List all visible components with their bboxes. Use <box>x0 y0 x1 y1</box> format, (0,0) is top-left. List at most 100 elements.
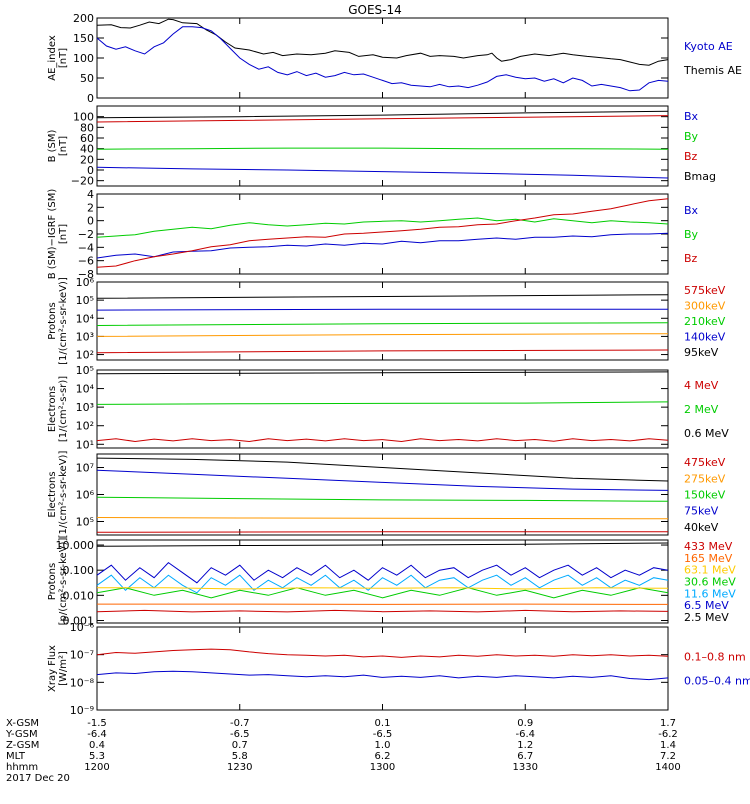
y-tick-label: 200 <box>73 12 94 25</box>
legend-entry: 2 MeV <box>684 403 719 416</box>
footer-date: 2017 Dec 20 <box>6 773 70 784</box>
footer-value: 1.7 <box>660 718 676 729</box>
y-tick-label: −6 <box>78 255 94 268</box>
panel-4: 10²10³10⁴10⁵10⁶Protons[1/(cm²-s-sr-keV)]… <box>47 276 726 365</box>
y-tick-label: 100 <box>73 52 94 65</box>
footer-value: 6.7 <box>517 751 533 762</box>
footer-value: 5.3 <box>89 751 105 762</box>
y-axis-label: [nT] <box>58 224 69 244</box>
y-tick-label: 10⁷ <box>76 462 94 475</box>
chart-title: GOES-14 <box>348 3 402 17</box>
y-tick-label: 10⁻⁷ <box>70 649 94 662</box>
series-line-475kev <box>97 532 668 533</box>
legend-entry: Bz <box>684 150 698 163</box>
y-tick-label: 10¹ <box>76 438 94 451</box>
y-tick-label: 10³ <box>76 401 94 414</box>
y-axis-label: Electrons <box>47 386 58 432</box>
panel-7: 0.0010.0100.10010.000Protons[p/(cm²-s-sr… <box>47 538 736 628</box>
legend-entry: Themis AE <box>683 64 742 77</box>
legend-entry: 40keV <box>684 521 719 534</box>
y-axis-label: [1/(cm²-s-sr)] <box>58 376 69 442</box>
series-line-4-mev <box>97 439 668 442</box>
y-tick-label: 10² <box>76 349 94 362</box>
y-tick-label: 10⁶ <box>76 489 95 502</box>
y-tick-label: 0 <box>87 92 94 105</box>
panel-frame <box>97 454 668 535</box>
series-line-95kev <box>97 295 668 299</box>
footer-row-label: Z-GSM <box>6 740 39 751</box>
series-line-themis-ae <box>97 19 668 65</box>
legend-entry: 75keV <box>684 505 719 518</box>
legend-entry: 275keV <box>684 472 726 485</box>
footer-value: -6.2 <box>658 729 678 740</box>
series-line-kyoto-ae <box>97 27 668 91</box>
series-line-6-5-mev <box>97 563 668 583</box>
series-line-210kev <box>97 323 668 326</box>
y-tick-label: 50 <box>80 72 94 85</box>
y-axis-label: [p/(cm²-s-sr-keV)] <box>58 538 69 626</box>
footer-value: 1200 <box>84 762 109 773</box>
footer-value: -0.7 <box>230 718 250 729</box>
footer-value: 7.2 <box>660 751 676 762</box>
y-axis-label: Protons <box>47 563 58 600</box>
legend-entry: 150keV <box>684 489 726 502</box>
y-axis-label: B (SM)−IGRF (SM) <box>47 189 58 280</box>
series-line-575kev <box>97 350 668 353</box>
footer-value: -6.4 <box>515 729 535 740</box>
y-axis-label: [nT] <box>58 48 69 68</box>
y-axis-label: B (SM) <box>47 129 58 162</box>
panel-frame <box>97 194 668 274</box>
legend-entry: 0.05–0.4 nm <box>684 675 750 688</box>
legend-entry: Bx <box>684 110 699 123</box>
panel-6: 10⁵10⁶10⁷Electrons[1/(cm²-s-sr-keV)]475k… <box>47 451 726 539</box>
footer-row-label: X-GSM <box>6 718 39 729</box>
y-tick-label: 10⁵ <box>76 516 94 529</box>
footer-value: 1.4 <box>660 740 676 751</box>
legend-entry: Bz <box>684 252 698 265</box>
y-tick-label: 10⁴ <box>76 312 95 325</box>
y-tick-label: 10⁵ <box>76 364 94 377</box>
series-line-bz <box>97 199 668 268</box>
footer-value: 0.1 <box>375 718 391 729</box>
series-line-275kev <box>97 518 668 519</box>
legend-entry: Bmag <box>684 170 716 183</box>
footer-value: -6.4 <box>87 729 107 740</box>
footer-value: 1230 <box>227 762 252 773</box>
y-tick-label: 10³ <box>76 330 94 343</box>
y-tick-label: 100 <box>73 111 94 124</box>
footer-value: 5.8 <box>232 751 248 762</box>
legend-entry: By <box>684 130 699 143</box>
panel-5: 10¹10²10³10⁴10⁵Electrons[1/(cm²-s-sr)]4 … <box>47 364 729 451</box>
legend-entry: 2.5 MeV <box>684 611 729 624</box>
legend-entry: 4 MeV <box>684 379 719 392</box>
y-tick-label: 10⁻⁹ <box>70 704 94 717</box>
series-line-bx <box>97 233 668 258</box>
footer-value: 1300 <box>370 762 395 773</box>
legend-entry: 575keV <box>684 284 726 297</box>
y-tick-label: −4 <box>78 241 94 254</box>
panel-frame <box>97 627 668 710</box>
footer-value: 1.2 <box>517 740 533 751</box>
y-axis-label: [nT] <box>58 136 69 156</box>
footer-value: 1330 <box>513 762 538 773</box>
y-axis-label: [1/(cm²-s-sr-keV)] <box>58 277 69 365</box>
footer-value: -6.5 <box>373 729 393 740</box>
series-line-2-mev <box>97 402 668 405</box>
panel-frame <box>97 540 668 623</box>
legend-entry: By <box>684 228 699 241</box>
series-line-75kev <box>97 470 668 490</box>
y-axis-label: [1/(cm²-s-sr-keV)] <box>58 451 69 539</box>
legend-entry: 0.1–0.8 nm <box>684 651 746 664</box>
y-tick-label: 10⁵ <box>76 294 94 307</box>
y-axis-label: Protons <box>47 302 58 339</box>
panel-frame <box>97 370 668 448</box>
series-line-bz <box>97 116 668 122</box>
y-tick-label: −2 <box>78 228 94 241</box>
y-axis-label: [W/m²] <box>58 651 69 686</box>
y-axis-label: Electrons <box>47 471 58 517</box>
